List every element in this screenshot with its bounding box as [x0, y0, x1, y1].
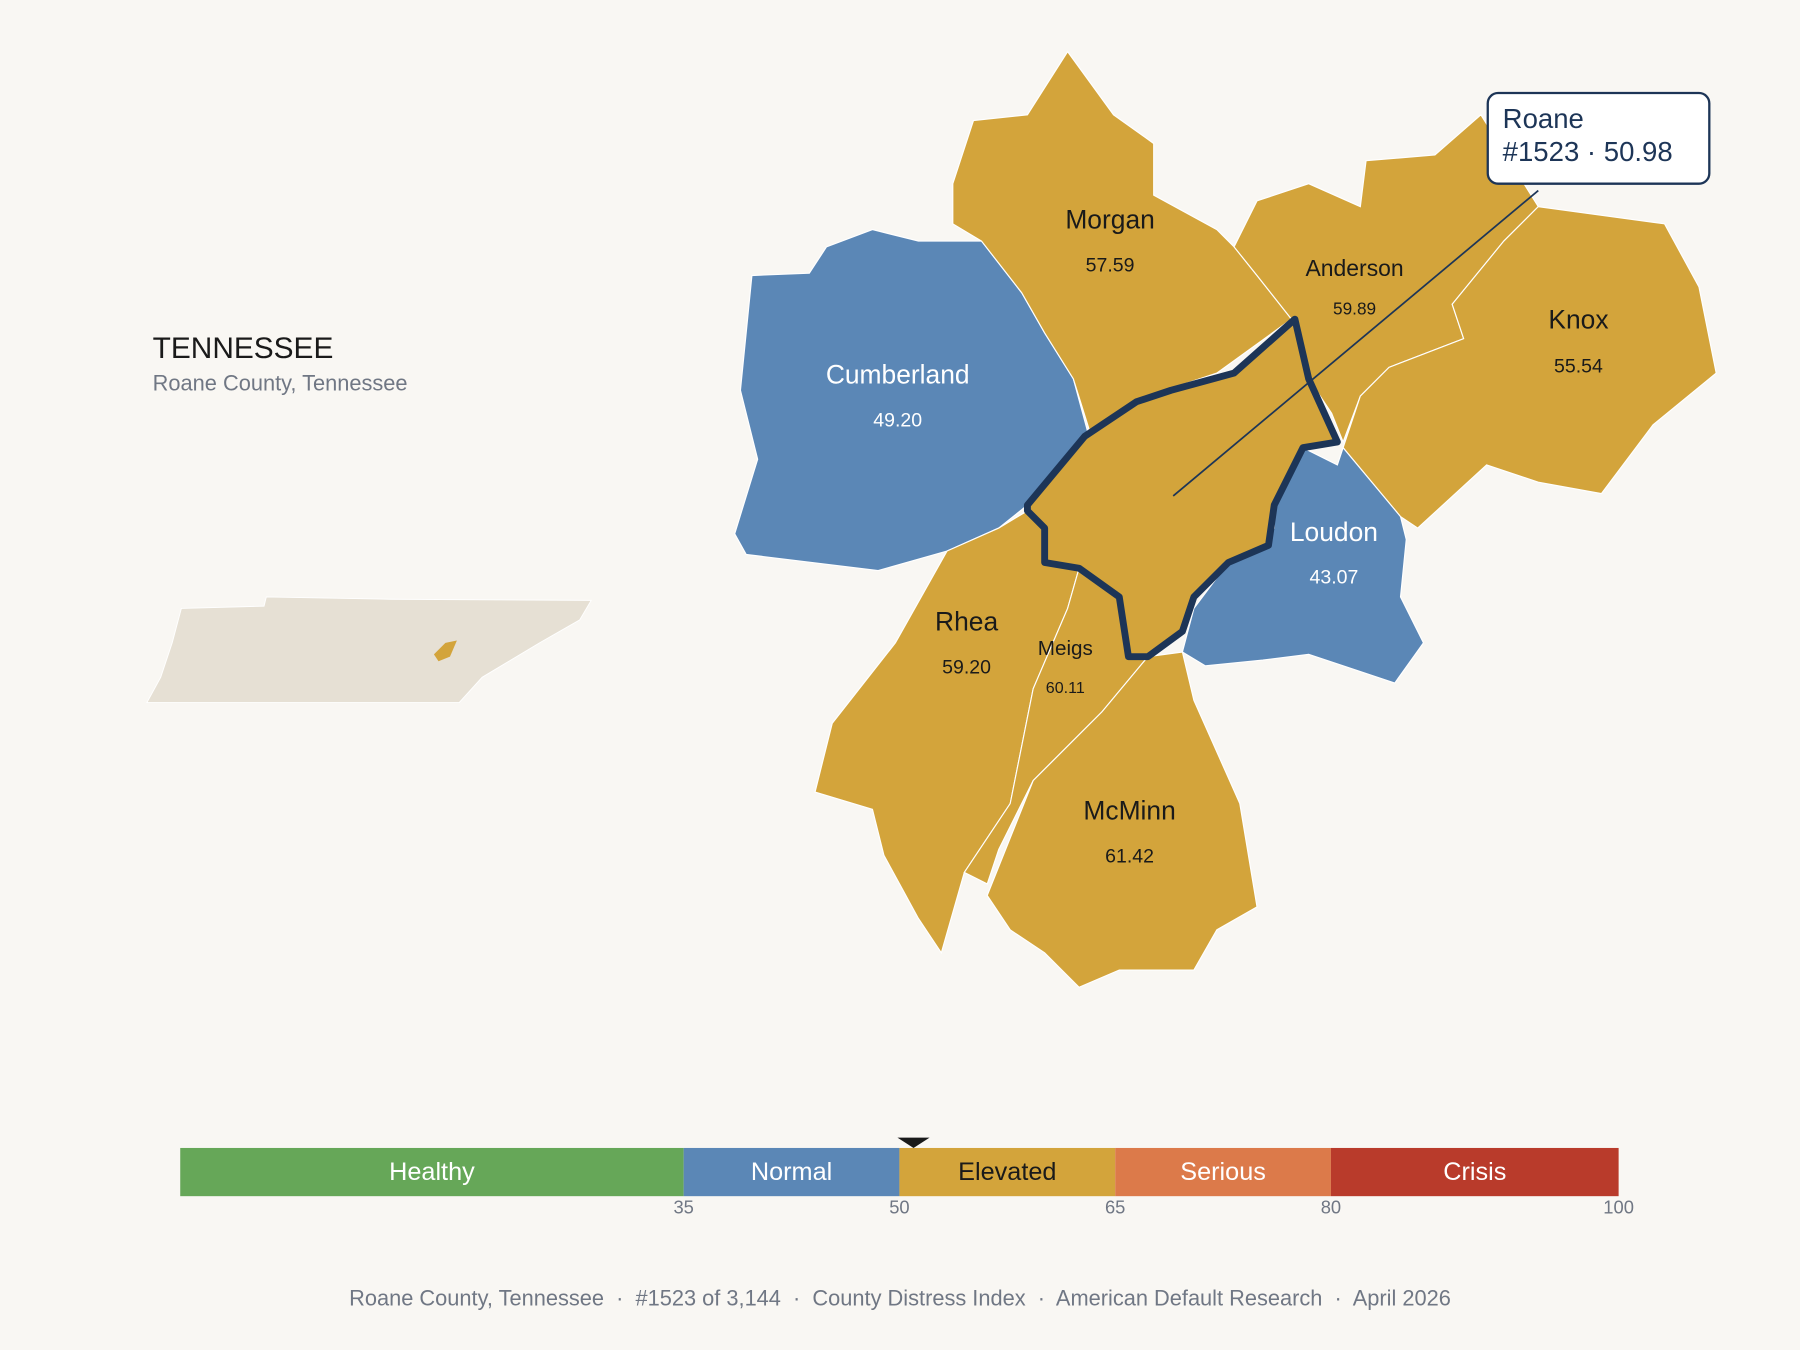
county-value: 43.07 [1310, 567, 1359, 589]
county-value: 57.59 [1086, 254, 1135, 276]
scale-label: Elevated [958, 1158, 1056, 1186]
county-value: 49.20 [873, 409, 922, 431]
scale: Healthy Normal Elevated Serious Crisis 35 50 65… [180, 1137, 1634, 1218]
county-labels: Cumberland 49.20 Morgan 57.59 Anderson 5… [826, 205, 1609, 868]
state-highlight [433, 640, 457, 662]
callout-name: Roane [1503, 103, 1584, 134]
county-shape [986, 651, 1258, 988]
state-shape [146, 596, 592, 704]
scale-segment [1115, 1147, 1331, 1197]
scale-label: Serious [1180, 1158, 1266, 1186]
scale-segment [1330, 1147, 1619, 1197]
county-value: 61.42 [1105, 846, 1154, 868]
scale-tick-label: 100 [1603, 1197, 1634, 1218]
county-value: 55.54 [1554, 356, 1603, 378]
county-name: Cumberland [826, 359, 970, 389]
county-name: Anderson [1305, 255, 1403, 281]
scale-label: Crisis [1443, 1158, 1506, 1186]
callout: Roane #1523 · 50.98 [1172, 91, 1711, 497]
callout-detail: #1523 · 50.98 [1503, 136, 1673, 167]
county-value: 59.89 [1333, 298, 1376, 318]
county-name: Loudon [1290, 517, 1378, 547]
scale-tick-label: 35 [673, 1197, 693, 1218]
state-inset [146, 596, 592, 704]
callout-leader [1172, 189, 1539, 497]
scale-marker [897, 1137, 930, 1148]
title: TENNESSEE [153, 332, 334, 365]
scale-segment [683, 1147, 900, 1197]
county-name: Knox [1548, 304, 1608, 334]
subtitle: Roane County, Tennessee [153, 370, 408, 395]
county-value: 59.20 [942, 656, 991, 678]
scale-label: Healthy [389, 1158, 475, 1186]
county-value: 60.11 [1046, 679, 1085, 697]
county-name: Rhea [935, 606, 998, 636]
callout-box [1486, 91, 1711, 185]
scale-tick-label: 80 [1321, 1197, 1341, 1218]
scale-tick-label: 65 [1105, 1197, 1125, 1218]
scale-tick-label: 50 [889, 1197, 909, 1218]
footer: Roane County, Tennessee · #1523 of 3,144… [349, 1285, 1451, 1310]
county-name: Morgan [1065, 205, 1154, 235]
scale-segment [899, 1147, 1116, 1197]
county-name: Meigs [1038, 637, 1093, 660]
county-shape [1342, 206, 1717, 529]
scale-label: Normal [751, 1158, 832, 1186]
county-name: McMinn [1083, 796, 1175, 826]
scale-segment [180, 1147, 684, 1197]
